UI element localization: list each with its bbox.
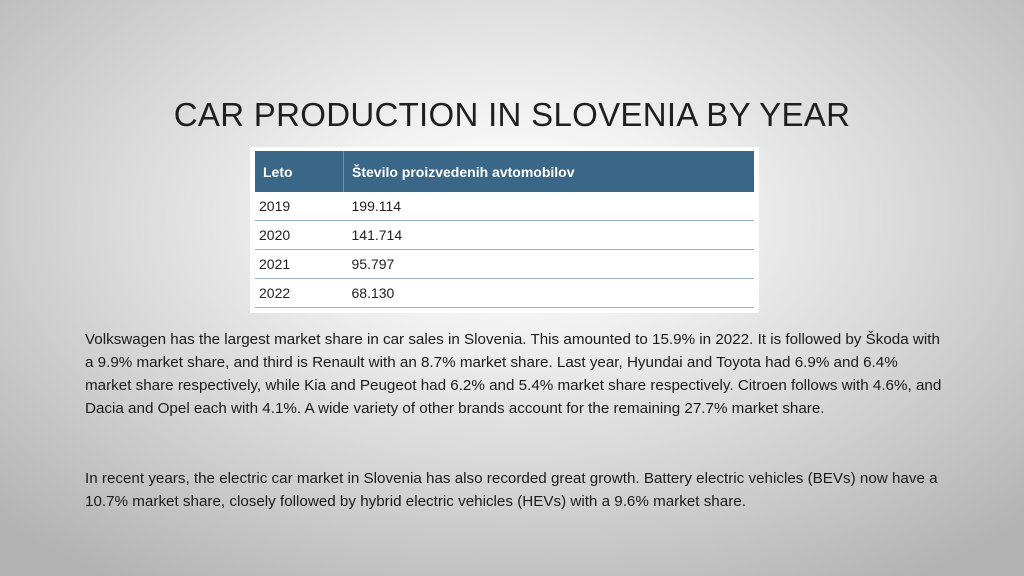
cell-year: 2021 — [255, 249, 344, 279]
header-year: Leto — [255, 151, 344, 192]
table-row: 2019 199.114 — [255, 192, 754, 221]
cell-year: 2020 — [255, 220, 344, 250]
table-header-row: Leto Število proizvedenih avtomobilov — [255, 151, 754, 192]
table-row: 2021 95.797 — [255, 249, 754, 279]
cell-value: 68.130 — [343, 278, 754, 308]
production-table-image: Leto Število proizvedenih avtomobilov 20… — [250, 147, 759, 313]
cell-year: 2022 — [255, 278, 344, 308]
market-share-paragraph: Volkswagen has the largest market share … — [85, 331, 942, 417]
table-row: 2022 68.130 — [255, 278, 754, 308]
cell-value: 95.797 — [343, 249, 754, 279]
cell-value: 199.114 — [343, 192, 754, 221]
electric-market-paragraph: In recent years, the electric car market… — [85, 470, 938, 510]
table-row: 2020 141.714 — [255, 220, 754, 250]
production-table: Leto Število proizvedenih avtomobilov 20… — [255, 151, 754, 308]
slide-title: CAR PRODUCTION IN SLOVENIA BY YEAR — [173, 96, 851, 133]
header-cars-produced: Število proizvedenih avtomobilov — [343, 151, 754, 192]
cell-year: 2019 — [255, 192, 344, 221]
cell-value: 141.714 — [343, 220, 754, 250]
